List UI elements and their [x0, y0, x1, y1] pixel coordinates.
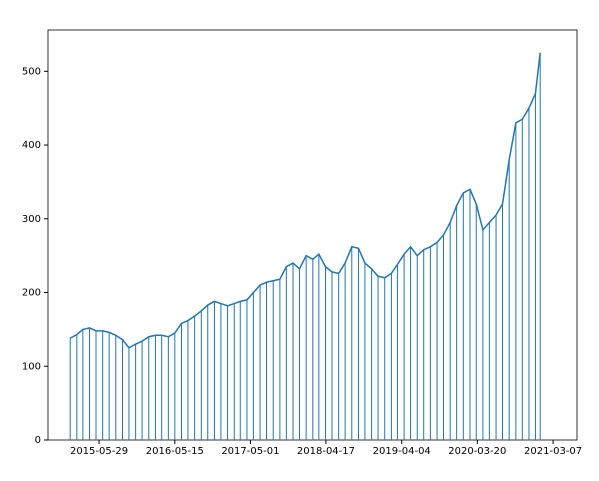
x-tick-label: 2018-04-17 — [297, 446, 355, 457]
y-tick-label: 500 — [22, 66, 41, 77]
y-tick-label: 400 — [22, 140, 41, 151]
x-tick-label: 2021-03-07 — [524, 446, 582, 457]
x-tick-label: 2020-03-20 — [448, 446, 506, 457]
line-series — [69, 52, 541, 349]
x-tick-label: 2017-05-01 — [221, 446, 279, 457]
y-tick-label: 200 — [22, 288, 41, 299]
y-tick-label: 100 — [22, 361, 41, 372]
x-tick-label: 2016-05-15 — [146, 446, 204, 457]
x-tick-label: 2019-04-04 — [373, 446, 431, 457]
y-tick-label: 0 — [35, 435, 41, 446]
y-tick-label: 300 — [22, 214, 41, 225]
x-tick-label: 2015-05-29 — [70, 446, 128, 457]
